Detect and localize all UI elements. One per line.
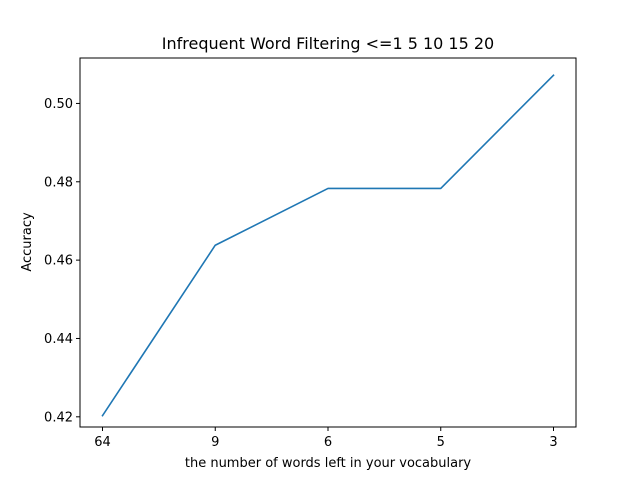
- series-line: [101, 74, 555, 417]
- y-tick-label: 0.48: [44, 175, 73, 190]
- x-axis: 64 9 6 5 3: [94, 427, 558, 450]
- x-axis-label: the number of words left in your vocabul…: [185, 456, 472, 471]
- x-tick-label: 9: [211, 435, 219, 450]
- x-tick-label: 64: [94, 435, 111, 450]
- y-tick-label: 0.42: [44, 410, 73, 425]
- x-tick-label: 5: [437, 435, 445, 450]
- y-tick-label: 0.46: [44, 254, 73, 269]
- y-axis-label: Accuracy: [20, 212, 35, 272]
- series-layer: [101, 74, 555, 417]
- chart-title: Infrequent Word Filtering <=1 5 10 15 20: [162, 34, 494, 53]
- y-tick-label: 0.50: [44, 97, 73, 112]
- plot-background: [80, 58, 576, 427]
- x-tick-label: 6: [324, 435, 332, 450]
- y-tick-label: 0.44: [44, 332, 73, 347]
- plot-area: [80, 58, 576, 427]
- y-axis: 0.42 0.44 0.46 0.48 0.50: [44, 97, 80, 425]
- x-tick-label: 3: [549, 435, 557, 450]
- plot-frame: [79, 57, 577, 428]
